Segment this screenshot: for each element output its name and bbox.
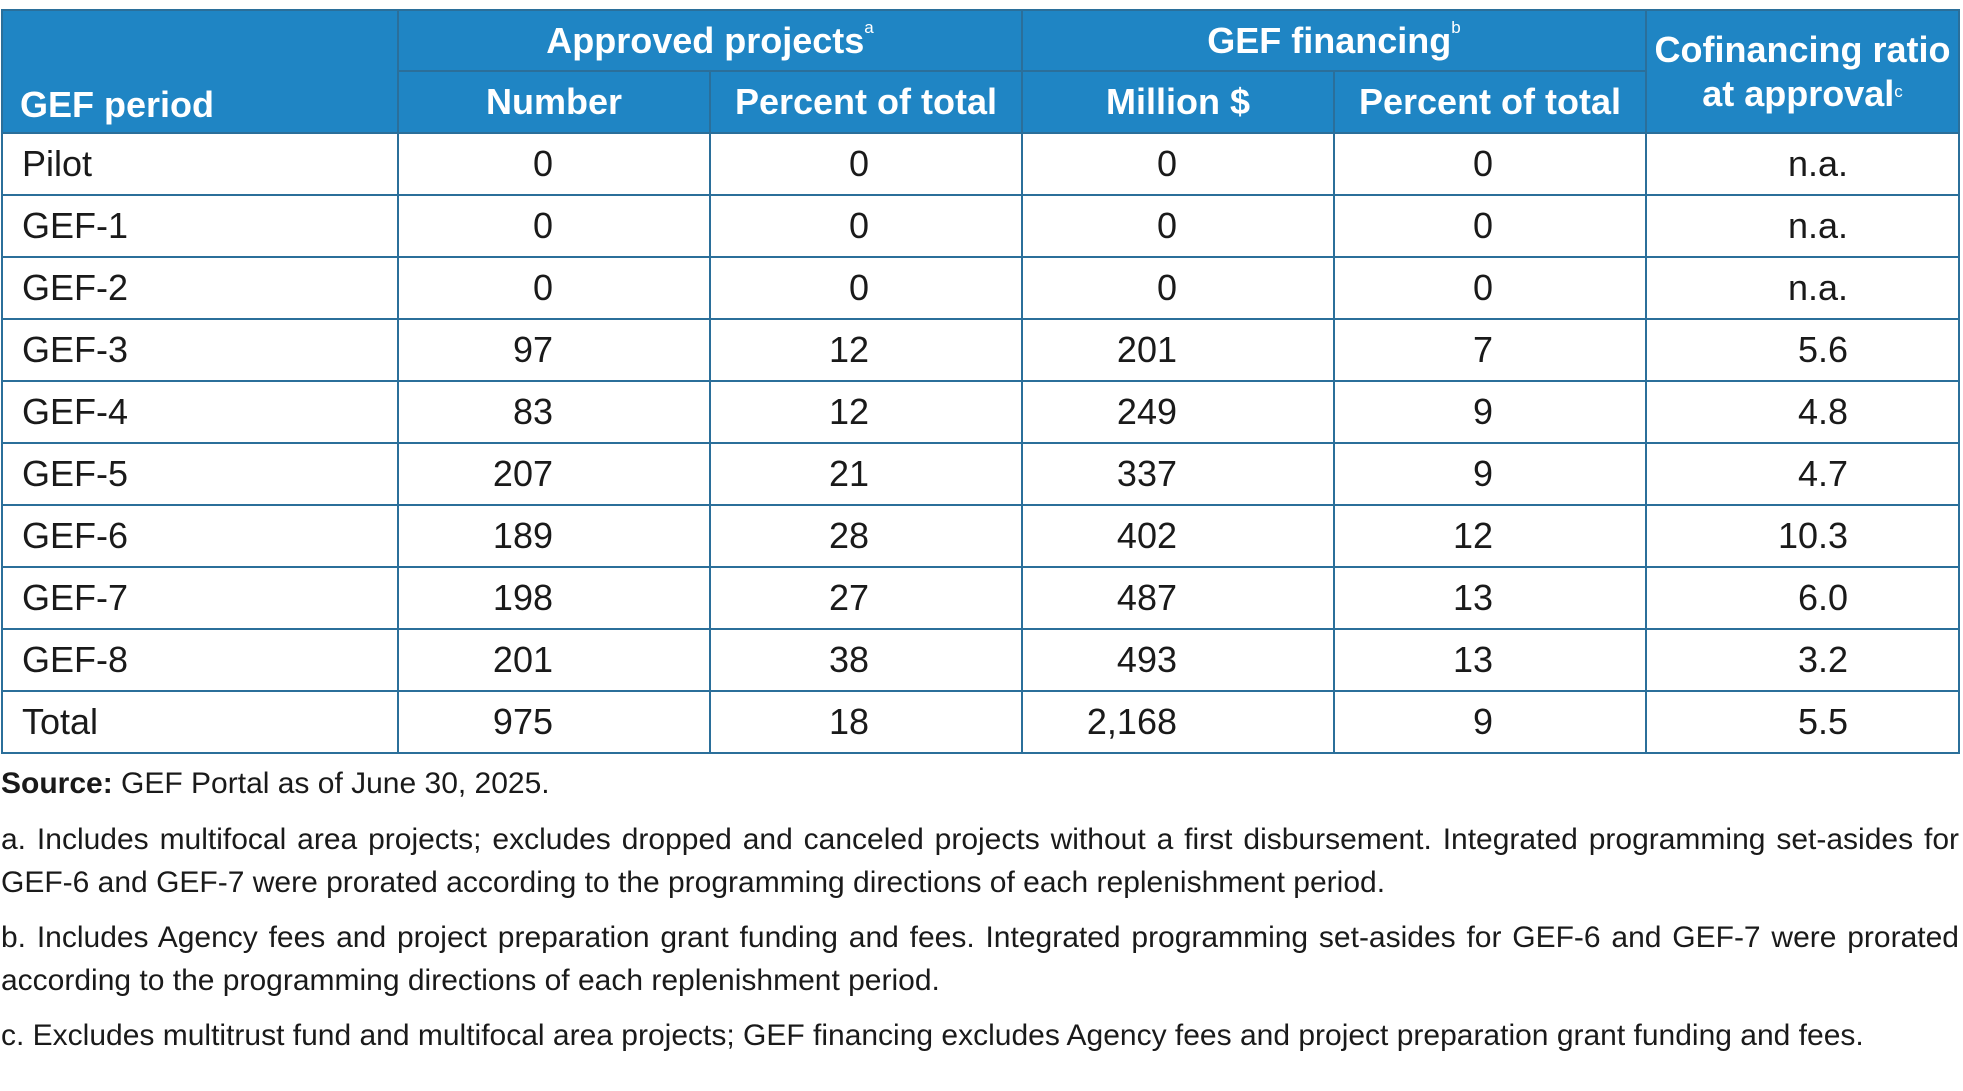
cell-period: GEF-7: [1, 566, 399, 630]
table-row: Total 975 18 2,168 9 5.5: [1, 690, 1961, 754]
cell-percent-financing: 9: [1332, 442, 1648, 506]
cell-cofinancing-ratio: 3.2: [1645, 628, 1961, 692]
cell-million: 493: [1021, 628, 1335, 692]
cell-percent-financing: 0: [1332, 194, 1648, 258]
cell-period: GEF-2: [1, 256, 399, 320]
cell-million: 0: [1021, 256, 1335, 320]
footnote-a: a. Includes multifocal area projects; ex…: [1, 823, 1959, 899]
cell-percent-projects: 0: [709, 132, 1023, 196]
cell-million: 0: [1021, 194, 1335, 258]
header-approved-projects: Approved projectsa: [397, 9, 1023, 72]
cell-number: 0: [397, 194, 711, 258]
table-row: Pilot 0 0 0 0 n.a.: [1, 132, 1961, 196]
table-notes: Source: GEF Portal as of June 30, 2025. …: [1, 762, 1959, 1069]
cell-period: Total: [1, 690, 399, 754]
cell-cofinancing-ratio: 4.8: [1645, 380, 1961, 444]
source-label: Source:: [1, 767, 113, 800]
cell-period: GEF-3: [1, 318, 399, 382]
table-body: Pilot 0 0 0 0 n.a. GEF-1 0 0 0 0 n.a. GEF-2 0 0 0 0 n.a. G…: [1, 132, 1961, 754]
cell-number: 207: [397, 442, 711, 506]
header-gef-period: GEF period: [1, 9, 399, 134]
cell-number: 0: [397, 256, 711, 320]
cell-million: 2,168: [1021, 690, 1335, 754]
header-gef-financing: GEF financingb: [1020, 9, 1648, 72]
cell-number: 198: [397, 566, 711, 630]
cell-percent-projects: 18: [709, 690, 1023, 754]
header-percent-of-total-projects: Percent of total: [709, 70, 1023, 134]
gef-projects-table: GEF period Approved projectsa GEF financ…: [1, 9, 1961, 754]
cell-percent-financing: 13: [1332, 628, 1648, 692]
cell-percent-financing: 0: [1332, 132, 1648, 196]
footnote-marker-a: a: [864, 17, 874, 37]
cell-cofinancing-ratio: n.a.: [1645, 256, 1961, 320]
cell-number: 97: [397, 318, 711, 382]
cell-cofinancing-ratio: n.a.: [1645, 132, 1961, 196]
cell-cofinancing-ratio: 10.3: [1645, 504, 1961, 568]
cell-percent-financing: 7: [1332, 318, 1648, 382]
cell-period: GEF-8: [1, 628, 399, 692]
cell-cofinancing-ratio: 5.5: [1645, 690, 1961, 754]
cell-percent-financing: 9: [1332, 690, 1648, 754]
footnote-marker-c: c: [1894, 81, 1903, 101]
cell-percent-financing: 12: [1332, 504, 1648, 568]
cell-percent-projects: 0: [709, 194, 1023, 258]
header-number: Number: [397, 70, 711, 134]
header-million-dollars: Million $: [1021, 70, 1335, 134]
cell-period: GEF-5: [1, 442, 399, 506]
cell-percent-projects: 21: [709, 442, 1023, 506]
cell-period: Pilot: [1, 132, 399, 196]
cell-percent-financing: 9: [1332, 380, 1648, 444]
cell-cofinancing-ratio: 6.0: [1645, 566, 1961, 630]
cell-percent-projects: 38: [709, 628, 1023, 692]
table-row: GEF-1 0 0 0 0 n.a.: [1, 194, 1961, 258]
table-row: GEF-2 0 0 0 0 n.a.: [1, 256, 1961, 320]
cell-period: GEF-1: [1, 194, 399, 258]
table-row: GEF-4 83 12 249 9 4.8: [1, 380, 1961, 444]
cell-number: 201: [397, 628, 711, 692]
cell-percent-projects: 12: [709, 380, 1023, 444]
table-container: GEF period Approved projectsa GEF financ…: [1, 9, 1961, 754]
cell-percent-projects: 27: [709, 566, 1023, 630]
cell-million: 249: [1021, 380, 1335, 444]
cell-percent-financing: 0: [1332, 256, 1648, 320]
cell-period: GEF-6: [1, 504, 399, 568]
cell-million: 487: [1021, 566, 1335, 630]
source-text: GEF Portal as of June 30, 2025.: [112, 767, 550, 800]
cell-number: 0: [397, 132, 711, 196]
cell-percent-financing: 13: [1332, 566, 1648, 630]
table-row: GEF-7 198 27 487 13 6.0: [1, 566, 1961, 630]
footnote-marker-b: b: [1451, 17, 1461, 37]
header-percent-of-total-financing: Percent of total: [1332, 70, 1648, 134]
cell-number: 83: [397, 380, 711, 444]
source-note: Source: GEF Portal as of June 30, 2025.: [1, 762, 1959, 805]
table-row: GEF-5 207 21 337 9 4.7: [1, 442, 1961, 506]
table-row: GEF-8 201 38 493 13 3.2: [1, 628, 1961, 692]
footnote-c: c. Excludes multitrust fund and multifoc…: [1, 1019, 1864, 1052]
cell-million: 0: [1021, 132, 1335, 196]
cell-percent-projects: 12: [709, 318, 1023, 382]
cell-cofinancing-ratio: 5.6: [1645, 318, 1961, 382]
cell-million: 337: [1021, 442, 1335, 506]
cell-number: 975: [397, 690, 711, 754]
cell-cofinancing-ratio: n.a.: [1645, 194, 1961, 258]
header-cofinancing-ratio: Cofinancing ratio at approvalc: [1645, 9, 1961, 134]
footnote-b: b. Includes Agency fees and project prep…: [1, 921, 1959, 997]
cell-number: 189: [397, 504, 711, 568]
table-header: GEF period Approved projectsa GEF financ…: [1, 9, 1961, 134]
cell-percent-projects: 0: [709, 256, 1023, 320]
cell-period: GEF-4: [1, 380, 399, 444]
cell-cofinancing-ratio: 4.7: [1645, 442, 1961, 506]
cell-percent-projects: 28: [709, 504, 1023, 568]
table-row: GEF-3 97 12 201 7 5.6: [1, 318, 1961, 382]
table-row: GEF-6 189 28 402 12 10.3: [1, 504, 1961, 568]
cell-million: 402: [1021, 504, 1335, 568]
cell-million: 201: [1021, 318, 1335, 382]
